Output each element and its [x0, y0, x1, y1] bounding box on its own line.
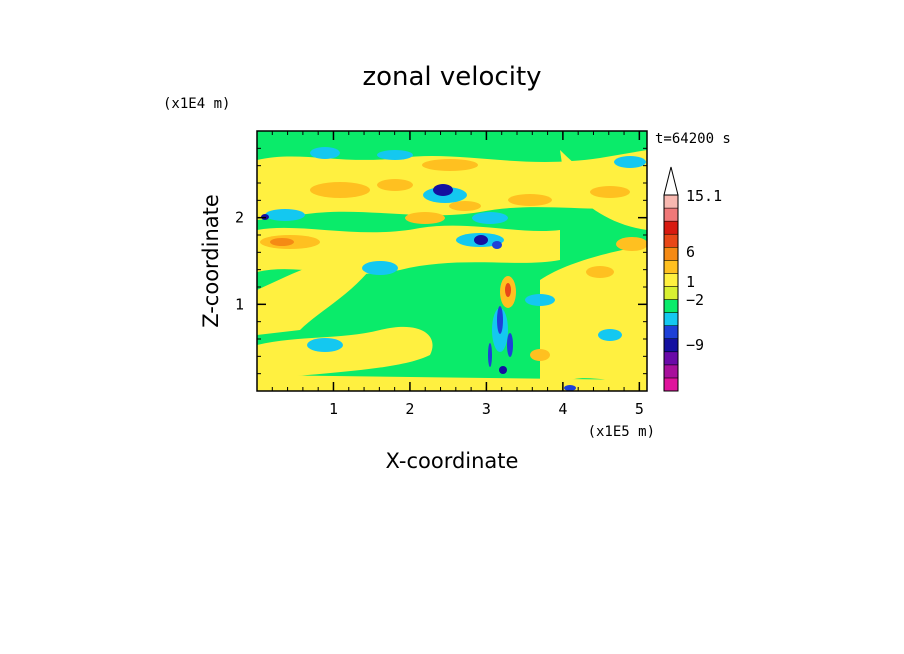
colorbar-frame [663, 194, 679, 392]
contour-cell [598, 329, 622, 341]
colorbar-swatch [663, 377, 679, 392]
x-scale-label: (x1E5 m) [588, 424, 655, 440]
colorbar-label: 1 [686, 273, 695, 291]
contour-cell [472, 212, 508, 224]
contour-cell [377, 150, 413, 160]
x-tick-label: 3 [482, 400, 491, 418]
colorbar-swatch [663, 247, 679, 261]
x-tick-label: 1 [329, 400, 338, 418]
colorbar-swatch [663, 364, 679, 379]
x-axis-label: X-coordinate [386, 449, 519, 473]
contour-cell [433, 184, 453, 196]
contour-cell [586, 266, 614, 278]
contour-cell [507, 333, 513, 357]
contour-cell [405, 212, 445, 224]
colorbar-swatch [663, 286, 679, 300]
contour-cell [310, 147, 340, 159]
colorbar-swatch [663, 351, 679, 366]
colorbar-swatch [663, 194, 679, 209]
x-axis: 1 2 3 4 5 [271, 131, 644, 418]
contour-cell [422, 159, 478, 171]
contour-cell [564, 385, 576, 391]
contour-field [257, 147, 647, 391]
contour-cell [499, 366, 507, 374]
colorbar-swatch [663, 207, 679, 222]
contour-cell [492, 241, 502, 249]
contour-cell [377, 179, 413, 191]
y-scale-label: (x1E4 m) [163, 96, 230, 112]
contour-cell [474, 235, 488, 245]
y-axis: 12 [235, 147, 647, 375]
contour-cell [362, 261, 398, 275]
contour-cell [265, 209, 305, 221]
colorbar-swatch [663, 260, 679, 274]
colorbar: 15.1 6 1−2 −9 [663, 166, 722, 392]
contour-cell [310, 182, 370, 198]
contour-cell [616, 237, 647, 251]
colorbar-swatch [663, 299, 679, 313]
contour-band [540, 245, 647, 391]
x-tick-label: 5 [635, 400, 644, 418]
colorbar-swatch [663, 220, 679, 235]
time-label: t=64200 s [655, 131, 731, 147]
x-tick-label: 2 [405, 400, 414, 418]
chart-title: zonal velocity [362, 62, 541, 92]
contour-band [257, 326, 433, 380]
colorbar-label: −2 [686, 291, 704, 309]
colorbar-swatch [663, 312, 679, 326]
plot-area [256, 130, 648, 392]
colorbar-swatch [663, 233, 679, 248]
colorbar-label: −9 [686, 336, 704, 354]
contour-cell [270, 238, 294, 246]
contour-band [257, 375, 647, 391]
contour-cell [307, 338, 343, 352]
plot-frame [256, 130, 648, 392]
contour-cell [449, 201, 481, 211]
contour-cell [505, 283, 511, 297]
colorbar-swatch [663, 325, 679, 339]
contour-cell [525, 294, 555, 306]
colorbar-overflow-arrow [663, 166, 679, 196]
colorbar-swatch [663, 338, 679, 353]
colorbar-label: 15.1 [686, 187, 722, 205]
x-tick-label: 4 [558, 400, 567, 418]
contour-cell [508, 194, 552, 206]
colorbar-label: 6 [686, 243, 695, 261]
contour-cell [614, 156, 646, 168]
y-axis-label: Z-coordinate [199, 194, 223, 328]
contour-cell [497, 306, 503, 334]
contour-cell [530, 349, 550, 361]
y-tick-label: 2 [235, 209, 244, 227]
contour-cell [590, 186, 630, 198]
contour-cell [488, 343, 492, 367]
colorbar-swatch [663, 273, 679, 287]
contour-band [257, 254, 380, 335]
y-tick-label: 1 [235, 295, 244, 313]
